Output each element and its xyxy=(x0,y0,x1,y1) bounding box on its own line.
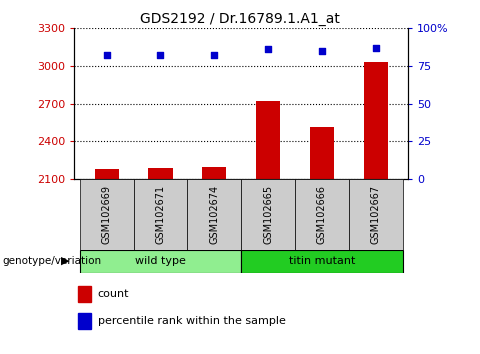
Bar xyxy=(295,179,349,250)
Text: GSM102671: GSM102671 xyxy=(156,184,166,244)
Bar xyxy=(256,101,280,179)
Bar xyxy=(364,62,388,179)
Bar xyxy=(187,179,241,250)
Text: GSM102669: GSM102669 xyxy=(102,185,112,244)
Text: wild type: wild type xyxy=(135,256,186,266)
Bar xyxy=(80,250,241,273)
Text: percentile rank within the sample: percentile rank within the sample xyxy=(98,316,286,326)
Bar xyxy=(241,250,403,273)
Text: GDS2192 / Dr.16789.1.A1_at: GDS2192 / Dr.16789.1.A1_at xyxy=(140,12,340,27)
Bar xyxy=(80,179,133,250)
Bar xyxy=(95,169,119,179)
Text: GSM102666: GSM102666 xyxy=(317,185,327,244)
Text: GSM102665: GSM102665 xyxy=(263,184,273,244)
Bar xyxy=(148,168,173,179)
Point xyxy=(156,53,164,58)
Bar xyxy=(310,127,334,179)
Bar xyxy=(241,179,295,250)
Point xyxy=(103,53,110,58)
Bar xyxy=(78,313,91,329)
Bar xyxy=(202,167,227,179)
Bar xyxy=(78,286,91,302)
Text: GSM102674: GSM102674 xyxy=(209,184,219,244)
Text: ▶: ▶ xyxy=(60,256,69,266)
Text: titin mutant: titin mutant xyxy=(289,256,355,266)
Text: GSM102667: GSM102667 xyxy=(371,184,381,244)
Text: genotype/variation: genotype/variation xyxy=(2,256,102,266)
Bar xyxy=(349,179,403,250)
Text: count: count xyxy=(98,289,129,299)
Point xyxy=(264,47,272,52)
Point xyxy=(210,53,218,58)
Bar xyxy=(133,179,187,250)
Point xyxy=(318,48,326,54)
Point xyxy=(372,45,380,51)
